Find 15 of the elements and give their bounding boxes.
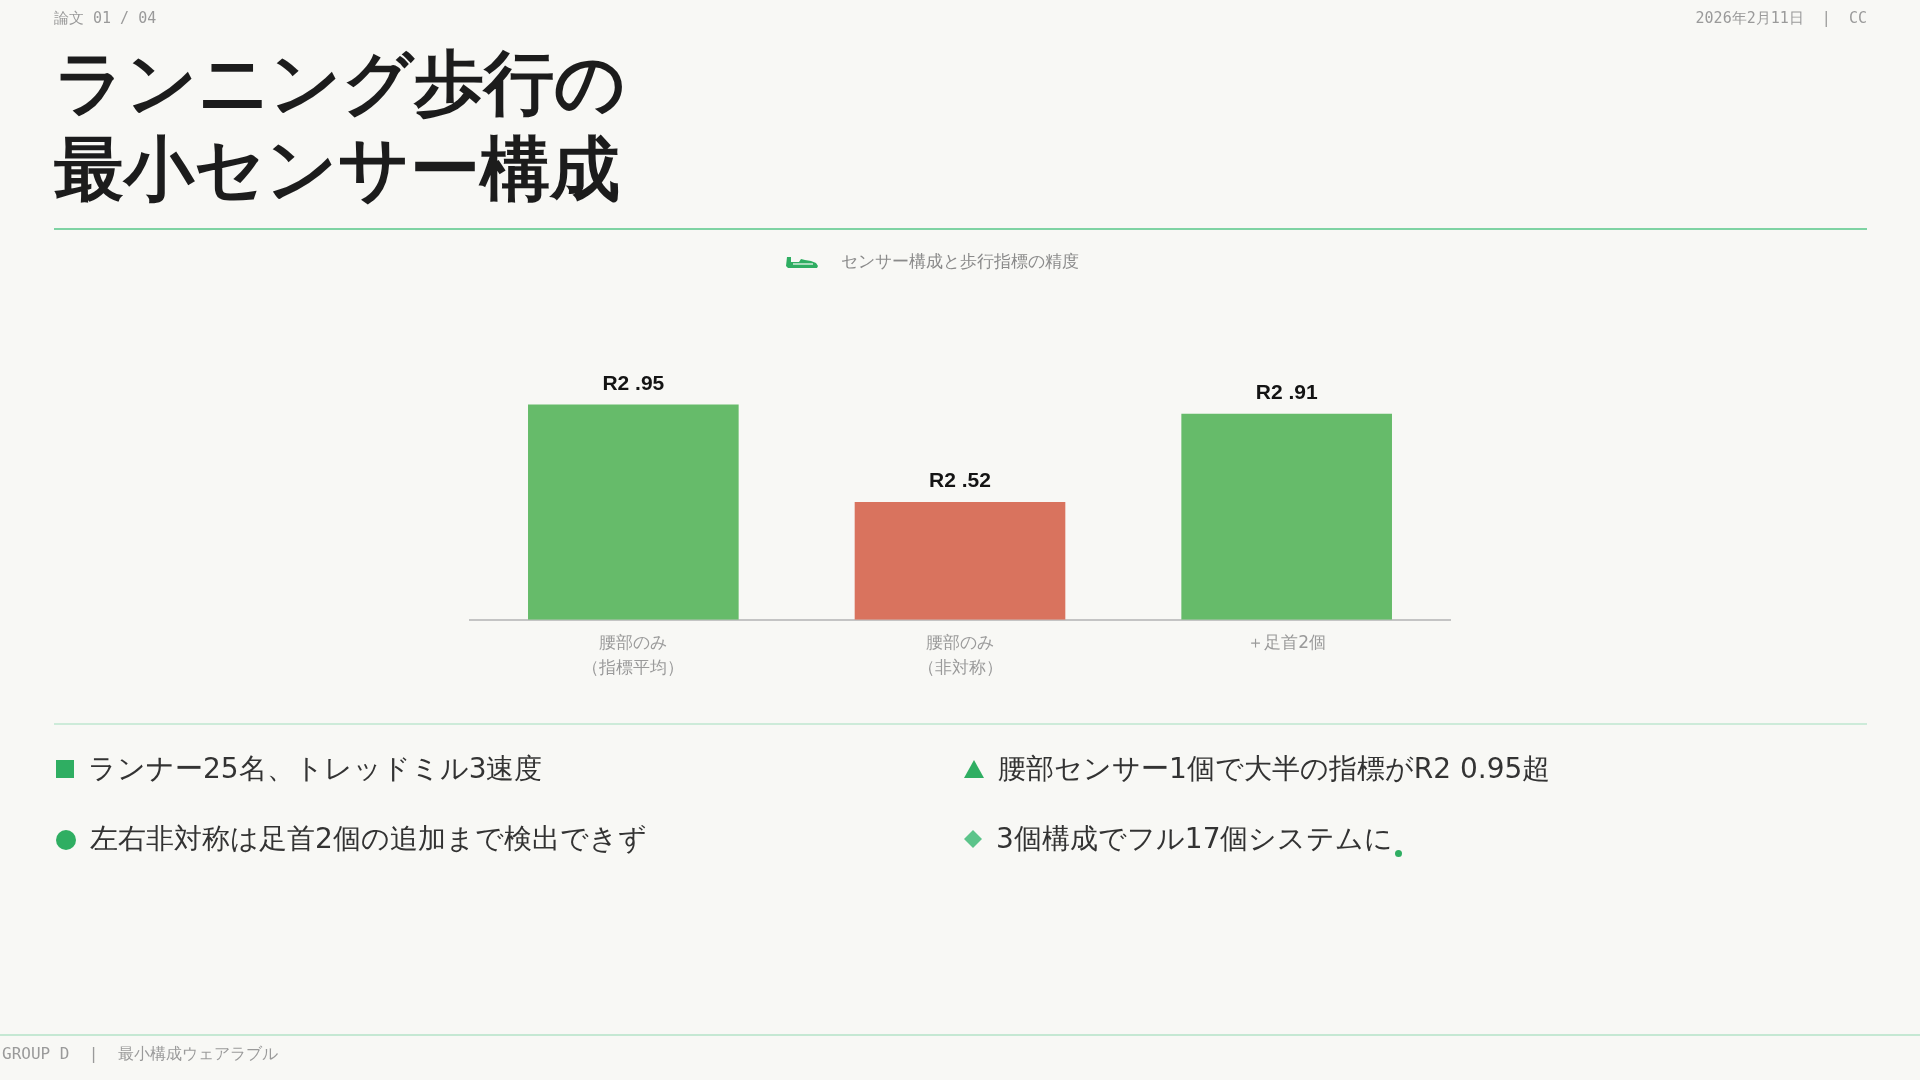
text: 2026年2月11日 | CC bbox=[1695, 9, 1867, 28]
text: 腰部センサー1個で大半の指標がR2 0.95超 bbox=[998, 751, 1551, 787]
data-label: R2 .52 bbox=[929, 468, 991, 492]
data-label: R2 .91 bbox=[1255, 379, 1318, 403]
text: 論文 01 / 04 bbox=[54, 9, 157, 28]
text: ランナー25名、トレッドミル3速度 bbox=[88, 751, 543, 787]
text: 左右非対称は足首2個の追加まで検出できず bbox=[90, 821, 647, 857]
x-tick-label: ＋足首2個 bbox=[1247, 632, 1327, 653]
data-label: R2 .95 bbox=[602, 370, 665, 394]
chart-title: ランニング歩行の最小センサー構成 bbox=[54, 41, 627, 212]
text: 3個構成でフル17個システムに bbox=[996, 821, 1394, 857]
x-tick-label: 腰部のみ（非対称） bbox=[917, 632, 1003, 678]
x-tick-label: 腰部のみ（指標平均） bbox=[582, 632, 685, 678]
chart-subtitle: センサー構成と歩行指標の精度 bbox=[841, 250, 1079, 273]
text: GROUP D | 最小構成ウェアラブル bbox=[2, 1044, 278, 1065]
